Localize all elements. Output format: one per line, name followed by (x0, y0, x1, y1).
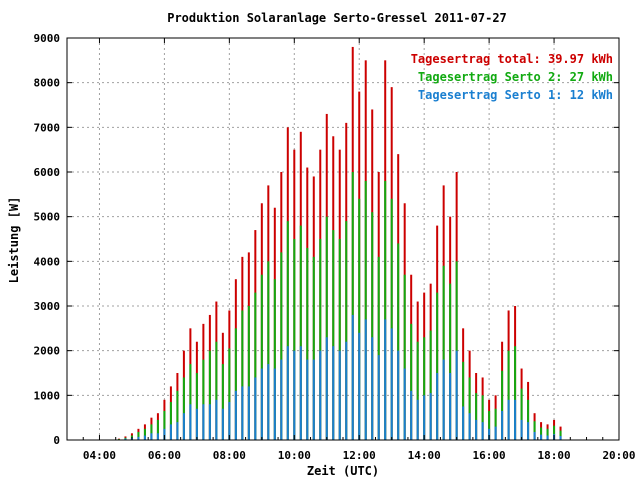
x-axis-label: Zeit (UTC) (307, 464, 379, 478)
serto1-bar (157, 433, 159, 440)
serto1-bar (183, 413, 185, 440)
serto1-bar (540, 435, 542, 440)
y-tick-label: 9000 (34, 32, 61, 45)
x-tick-label: 14:00 (408, 449, 441, 462)
serto1-bar (170, 424, 172, 440)
serto1-bar (274, 369, 276, 440)
serto1-bar (534, 432, 536, 440)
chart-title: Produktion Solaranlage Serto-Gressel 201… (167, 11, 507, 25)
x-tick-label: 20:00 (602, 449, 635, 462)
serto1-bar (378, 355, 380, 440)
serto1-bar (482, 422, 484, 440)
y-tick-label: 6000 (34, 166, 61, 179)
legend: Tagesertrag total: 39.97 kWh Tagesertrag … (411, 52, 613, 102)
serto1-bar (261, 369, 263, 440)
x-tick-label: 06:00 (148, 449, 181, 462)
serto1-bar (319, 351, 321, 440)
serto1-bar (144, 436, 146, 440)
serto1-bar (280, 360, 282, 440)
serto1-bar (365, 319, 367, 440)
serto1-bar (235, 391, 237, 440)
serto1-bar (313, 360, 315, 440)
serto1-bar (332, 346, 334, 440)
serto1-bar (196, 409, 198, 440)
serto1-bar (358, 333, 360, 440)
serto1-bar (391, 328, 393, 440)
serto1-bar (306, 360, 308, 440)
y-tick-label: 8000 (34, 77, 61, 90)
y-tick-label: 5000 (34, 211, 61, 224)
serto1-bar (508, 400, 510, 440)
x-tick-label: 16:00 (473, 449, 506, 462)
serto1-bar (449, 373, 451, 440)
serto1-bar (300, 346, 302, 440)
serto1-bar (371, 337, 373, 440)
serto1-bar (423, 395, 425, 440)
legend-entry: Tagesertrag Serto 1: 12 kWh (418, 88, 613, 102)
serto1-bar (547, 436, 549, 440)
serto1-bar (222, 409, 224, 440)
serto1-bar (436, 373, 438, 440)
y-tick-label: 7000 (34, 121, 61, 134)
serto1-bar (241, 386, 243, 440)
y-tick-label: 4000 (34, 255, 61, 268)
serto1-bar (397, 351, 399, 440)
serto1-bar (501, 411, 503, 440)
serto1-bar (384, 319, 386, 440)
serto1-bar (456, 351, 458, 440)
serto1-bar (475, 420, 477, 440)
serto1-bar (248, 386, 250, 440)
serto1-bar (202, 404, 204, 440)
y-axis-label: Leistung [W] (7, 197, 21, 284)
serto1-bar (287, 346, 289, 440)
serto1-bar (495, 427, 497, 440)
serto1-bar (521, 420, 523, 440)
y-tick-label: 2000 (34, 345, 61, 358)
serto1-bar (326, 337, 328, 440)
x-tick-label: 18:00 (537, 449, 570, 462)
serto1-bar (215, 400, 217, 440)
y-tick-label: 1000 (34, 389, 61, 402)
serto1-bar (443, 360, 445, 440)
x-tick-label: 12:00 (343, 449, 376, 462)
serto1-bar (469, 413, 471, 440)
legend-entry: Tagesertrag total: 39.97 kWh (411, 52, 613, 66)
serto1-bar (254, 377, 256, 440)
serto1-bar (267, 364, 269, 440)
serto1-bar (417, 400, 419, 440)
y-tick-label: 3000 (34, 300, 61, 313)
serto1-bar (176, 422, 178, 440)
y-tick-label: 0 (53, 434, 60, 447)
serto1-bar (404, 369, 406, 440)
serto1-bar (430, 393, 432, 440)
legend-entry: Tagesertrag Serto 2: 27 kWh (418, 70, 613, 84)
serto1-bar (560, 436, 562, 440)
serto1-bar (228, 402, 230, 440)
x-tick-label: 04:00 (83, 449, 116, 462)
serto1-bar (352, 315, 354, 440)
serto1-bar (293, 351, 295, 440)
serto1-bar (410, 391, 412, 440)
serto1-bar (209, 404, 211, 440)
x-tick-label: 08:00 (213, 449, 246, 462)
x-tick-label: 10:00 (278, 449, 311, 462)
serto1-bar (189, 404, 191, 440)
serto1-bar (339, 351, 341, 440)
serto1-bar (527, 422, 529, 440)
serto1-bar (462, 407, 464, 441)
serto1-bar (514, 400, 516, 440)
serto1-bar (345, 342, 347, 440)
serto1-bar (150, 433, 152, 440)
